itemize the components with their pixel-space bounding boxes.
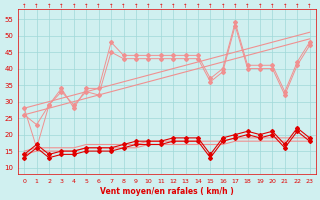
X-axis label: Vent moyen/en rafales ( km/h ): Vent moyen/en rafales ( km/h ) bbox=[100, 187, 234, 196]
